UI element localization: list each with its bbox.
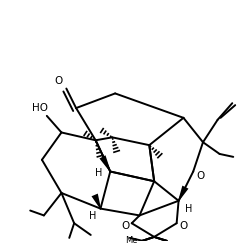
- Text: O: O: [54, 76, 63, 86]
- Text: H: H: [95, 169, 102, 178]
- Polygon shape: [91, 194, 101, 209]
- Text: O: O: [122, 221, 130, 231]
- Polygon shape: [178, 185, 189, 201]
- Text: Me: Me: [125, 236, 138, 245]
- Text: H: H: [185, 204, 192, 214]
- Text: HO: HO: [32, 103, 48, 113]
- Text: O: O: [196, 171, 204, 181]
- Text: O: O: [179, 221, 188, 231]
- Polygon shape: [99, 155, 111, 172]
- Text: H: H: [89, 211, 96, 221]
